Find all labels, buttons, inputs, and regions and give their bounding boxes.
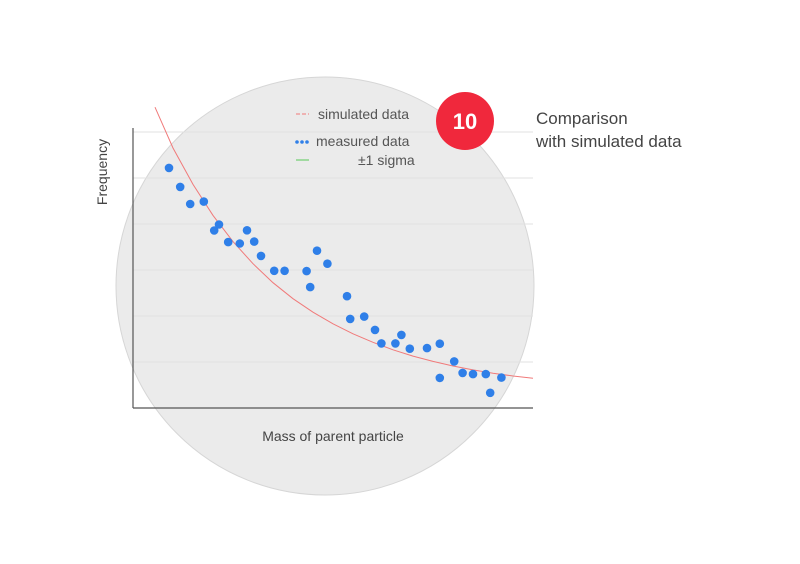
measured-data-point [235, 239, 245, 248]
legend-sigma-label: ±1 sigma [358, 152, 415, 168]
number-badge: 10 [436, 92, 494, 150]
legend-measured-label: measured data [316, 133, 410, 149]
measured-data-point [302, 266, 311, 276]
measured-data-point [485, 388, 495, 398]
background-circle [115, 76, 535, 496]
measured-data-point [435, 373, 445, 383]
measured-data-point [223, 237, 233, 247]
measured-data-point [497, 373, 506, 382]
y-axis-label: Frequency [94, 139, 110, 205]
legend-simulated-label: simulated data [318, 106, 409, 122]
measured-data-point [435, 339, 445, 349]
x-axis-label: Mass of parent particle [262, 428, 404, 444]
measured-data-point [397, 330, 406, 340]
badge-circle [436, 92, 494, 150]
measured-data-point [305, 282, 315, 292]
measured-data-point [256, 251, 266, 261]
measured-data-point [458, 368, 467, 378]
measured-data-point [391, 339, 400, 348]
measured-data-point [468, 369, 478, 379]
measured-data-point [370, 325, 380, 335]
measured-data-point [377, 339, 386, 348]
measured-data-point [209, 226, 219, 235]
measured-data-point [342, 291, 352, 301]
measured-data-point [164, 163, 174, 173]
measured-data-point [449, 357, 459, 366]
badge-number: 10 [453, 109, 477, 134]
caption-line-1: Comparison [536, 109, 628, 128]
caption: Comparison with simulated data [536, 107, 682, 153]
measured-data-point [481, 369, 491, 379]
measured-data-point [242, 226, 252, 235]
caption-line-2: with simulated data [536, 132, 682, 151]
measured-data-point [323, 259, 332, 269]
measured-data-point [405, 344, 415, 354]
measured-data-point [312, 246, 322, 255]
measured-points-group [164, 163, 506, 398]
measured-data-point [359, 312, 369, 321]
measured-data-point [249, 237, 259, 246]
measured-data-point [185, 199, 195, 209]
measured-data-point [214, 220, 224, 229]
measured-data-point [280, 266, 289, 276]
measured-data-point [345, 314, 355, 324]
simulated-data-curve [154, 106, 534, 379]
measured-data-point [175, 182, 185, 192]
measured-data-point [199, 197, 209, 206]
simulated-curve-group [154, 106, 534, 379]
legend: simulated data measured data ±1 sigma [295, 106, 415, 168]
measured-data-point [269, 266, 279, 276]
legend-measured-symbol [295, 140, 309, 144]
measured-data-point [422, 343, 432, 353]
